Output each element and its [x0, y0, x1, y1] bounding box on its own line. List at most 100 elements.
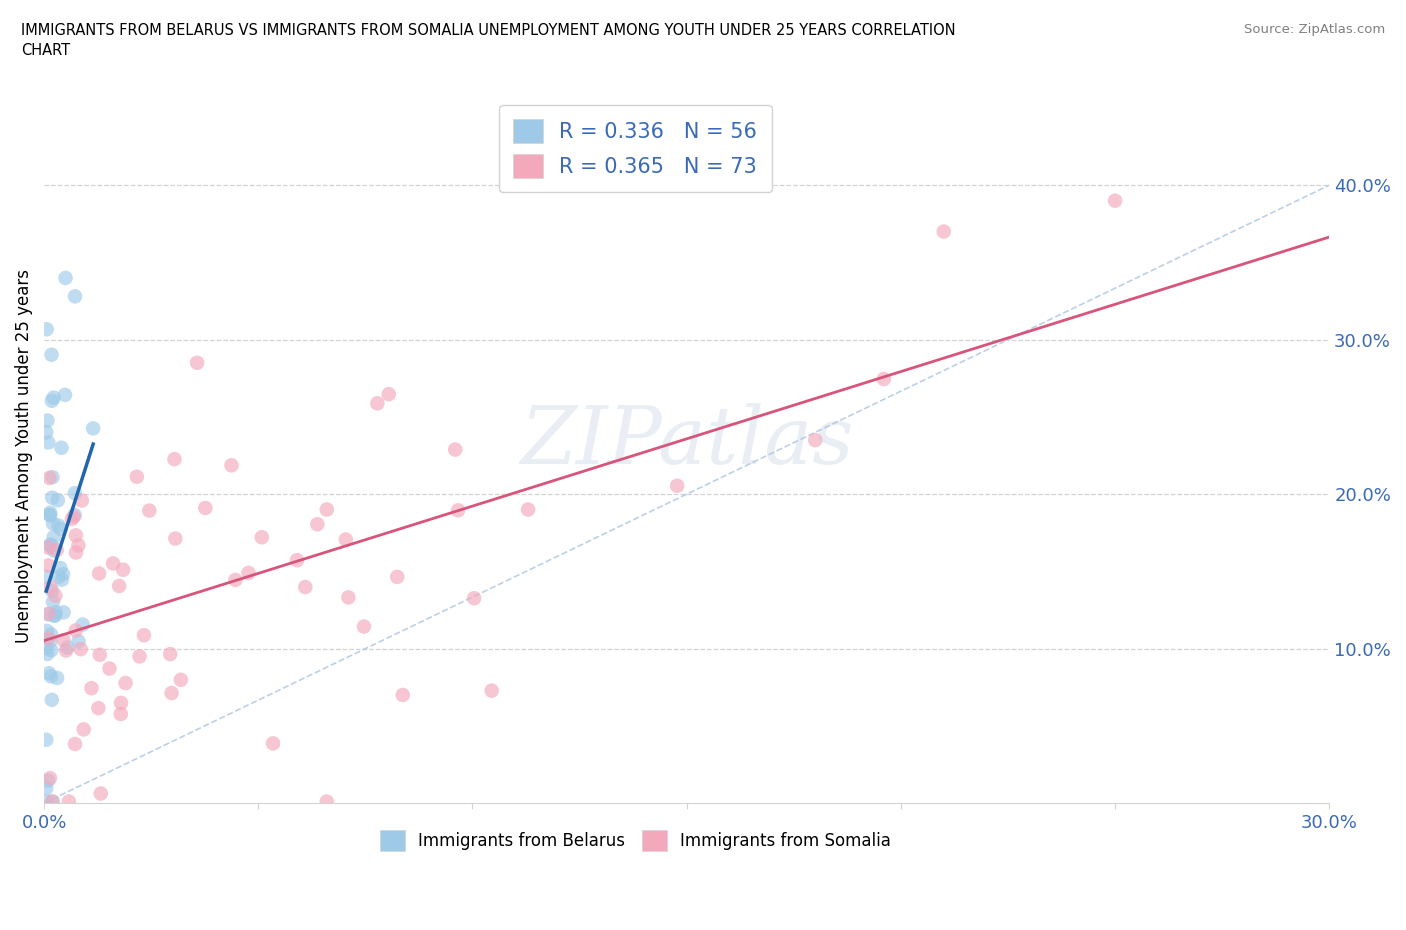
Point — [37, 607, 59, 622]
Point — [37, 413, 59, 428]
Point — [46, 518, 69, 533]
Point — [52, 566, 75, 581]
Point — [138, 503, 160, 518]
Point — [42, 391, 65, 405]
Point — [160, 685, 183, 700]
Point — [42, 516, 65, 531]
Point — [128, 649, 150, 664]
Point — [39, 537, 62, 551]
Point — [186, 355, 208, 370]
Legend: Immigrants from Belarus, Immigrants from Somalia: Immigrants from Belarus, Immigrants from… — [373, 824, 897, 857]
Point — [98, 661, 121, 676]
Point — [463, 591, 485, 605]
Point — [45, 542, 67, 557]
Point — [41, 393, 63, 408]
Point — [165, 531, 187, 546]
Point — [238, 565, 260, 580]
Point — [108, 578, 131, 593]
Point — [315, 794, 337, 809]
Point — [110, 707, 132, 722]
Point — [38, 471, 60, 485]
Point — [114, 675, 136, 690]
Text: Source: ZipAtlas.com: Source: ZipAtlas.com — [1244, 23, 1385, 36]
Point — [67, 538, 90, 552]
Point — [49, 561, 72, 576]
Point — [73, 722, 96, 737]
Point — [285, 552, 308, 567]
Point — [63, 737, 86, 751]
Point — [44, 608, 66, 623]
Point — [337, 590, 360, 604]
Point — [87, 566, 110, 581]
Point — [69, 642, 91, 657]
Point — [48, 569, 70, 584]
Point — [366, 396, 388, 411]
Point — [72, 618, 94, 632]
Point — [37, 540, 59, 555]
Point — [65, 528, 87, 543]
Point — [37, 773, 59, 788]
Point — [163, 452, 186, 467]
Point — [35, 425, 58, 440]
Point — [49, 522, 72, 537]
Point — [38, 508, 60, 523]
Point — [55, 644, 77, 658]
Point — [125, 470, 148, 485]
Point — [65, 623, 87, 638]
Point — [35, 781, 58, 796]
Text: IMMIGRANTS FROM BELARUS VS IMMIGRANTS FROM SOMALIA UNEMPLOYMENT AMONG YOUTH UNDE: IMMIGRANTS FROM BELARUS VS IMMIGRANTS FR… — [21, 23, 956, 58]
Point — [63, 485, 86, 500]
Point — [335, 532, 357, 547]
Point — [58, 794, 80, 809]
Point — [56, 640, 79, 655]
Point — [38, 666, 60, 681]
Point — [378, 387, 401, 402]
Point — [67, 633, 90, 648]
Point — [447, 503, 470, 518]
Point — [112, 563, 135, 578]
Point — [51, 572, 73, 587]
Point — [37, 631, 59, 645]
Point — [37, 435, 59, 450]
Point — [37, 606, 59, 621]
Point — [87, 700, 110, 715]
Point — [41, 794, 63, 809]
Point — [170, 672, 193, 687]
Point — [37, 558, 59, 573]
Point — [39, 643, 62, 658]
Point — [60, 512, 83, 526]
Point — [41, 583, 63, 598]
Point — [194, 500, 217, 515]
Point — [804, 432, 827, 447]
Point — [39, 627, 62, 642]
Point — [35, 732, 58, 747]
Point — [315, 502, 337, 517]
Point — [42, 594, 65, 609]
Point — [666, 478, 689, 493]
Point — [80, 681, 103, 696]
Point — [63, 289, 86, 304]
Point — [39, 538, 62, 552]
Point — [35, 322, 58, 337]
Text: ZIPatlas: ZIPatlas — [520, 403, 853, 481]
Point — [45, 604, 67, 619]
Point — [101, 556, 124, 571]
Point — [307, 517, 329, 532]
Point — [44, 608, 66, 623]
Point — [262, 736, 284, 751]
Point — [132, 628, 155, 643]
Point — [39, 505, 62, 520]
Point — [52, 605, 75, 620]
Point — [46, 493, 69, 508]
Point — [387, 569, 409, 584]
Point — [51, 440, 73, 455]
Point — [39, 771, 62, 786]
Point — [42, 530, 65, 545]
Point — [70, 493, 93, 508]
Point — [37, 646, 59, 661]
Point — [42, 543, 65, 558]
Point — [63, 508, 86, 523]
Point — [873, 372, 896, 387]
Point — [39, 633, 62, 648]
Point — [39, 669, 62, 684]
